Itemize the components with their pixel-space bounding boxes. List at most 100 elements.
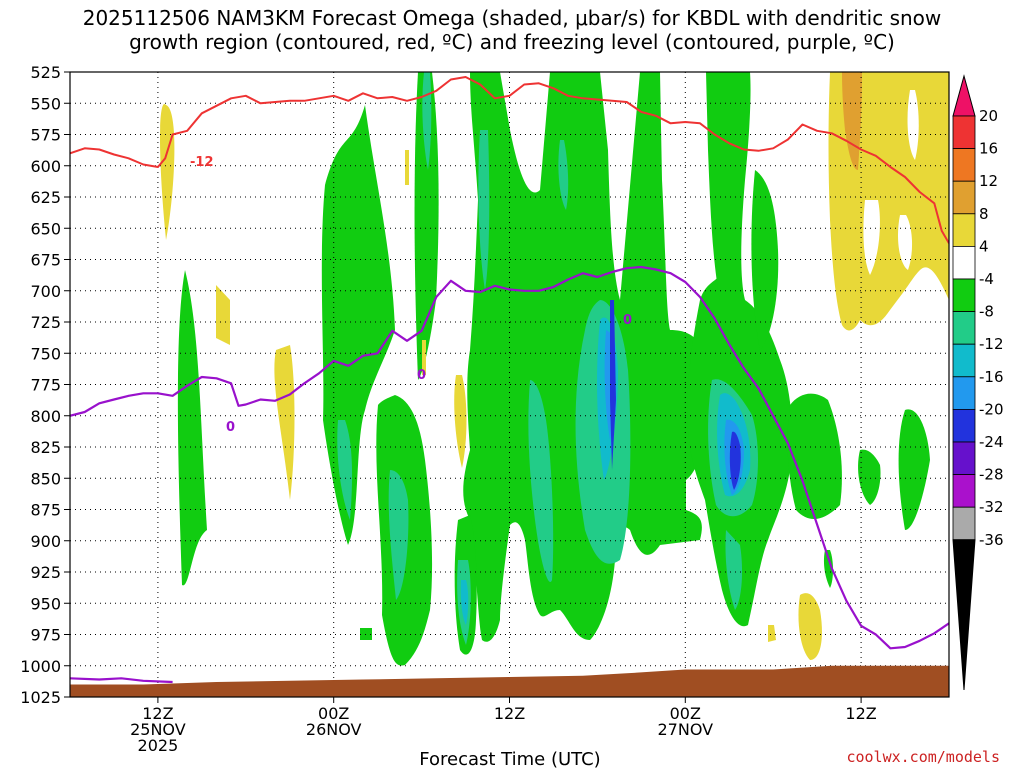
colorbar-swatch [952,311,976,345]
y-tick-label: 900 [30,532,61,551]
omega-region-seagreen [725,530,743,610]
colorbar-label: -20 [979,400,1004,418]
dgz-contour-label: -12 [190,155,214,170]
colorbar-label: -4 [979,270,994,288]
credit-text: coolwx.com/models [846,748,1000,766]
colorbar-label: 4 [979,237,989,255]
y-tick-label: 725 [30,313,61,332]
x-axis-title: Forecast Time (UTC) [419,749,600,768]
omega-region-darkblue [729,431,741,490]
y-tick-label: 750 [30,344,61,363]
freezing-level-line [70,265,949,650]
omega-region-seagreen [478,130,490,290]
freezing-contour-label: 0 [623,313,632,328]
x-tick-label: 12Z [845,704,876,723]
omega-region-cyan [460,580,469,625]
terrain [70,665,949,697]
colorbar-label: -24 [979,433,1004,451]
omega-region-orange [842,72,862,170]
omega-region-green [787,393,842,520]
omega-region-yellow [768,625,776,642]
omega-region-white [907,90,919,160]
freezing-level-line [70,677,173,684]
colorbar: 20 16 12 8 4 -4 -8 -12 -16 -20 -24 -28 -32 -36 [952,74,1004,691]
x-tick-label: 25NOV [130,720,186,739]
colorbar-top-arrow [952,74,976,117]
colorbar-label: 20 [979,107,998,125]
y-tick-label: 850 [30,469,61,488]
omega-region-yellow [405,150,409,185]
colorbar-label: -12 [979,335,1004,353]
y-tick-label: 675 [30,251,61,270]
colorbar-label: 12 [979,172,998,190]
y-tick-label: 1000 [20,657,61,676]
contours [70,76,949,684]
colorbar-swatch [952,441,976,475]
omega-region-darkblue [610,300,616,470]
colorbar-swatch [952,213,976,247]
y-tick-label: 550 [30,94,61,113]
y-tick-label: 700 [30,282,61,301]
colorbar-swatch [952,115,976,149]
terrain-fill [70,665,949,697]
omega-region-seagreen [388,470,409,600]
freezing-contour-label: 0 [417,368,426,383]
omega-region-white [863,200,880,275]
colorbar-swatch [952,180,976,215]
y-tick-label: 1025 [20,688,61,707]
omega-region-green [751,170,779,350]
freezing-contour-label: 0 [226,420,235,435]
chart-title-line2: growth region (contoured, red, ºC) and f… [129,30,895,54]
omega-region-green [706,72,751,300]
y-tick-label: 600 [30,157,61,176]
y-tick-label: 625 [30,188,61,207]
y-tick-label: 950 [30,594,61,613]
x-tick-label: 26NOV [306,720,362,739]
omega-region-seagreen [528,380,554,582]
colorbar-bottom-arrow [952,539,976,691]
y-tick-label: 650 [30,219,61,238]
colorbar-label: 8 [979,205,989,223]
omega-region-yellow [798,593,822,660]
omega-region-white [897,215,913,270]
omega-region-seagreen [558,140,569,210]
omega-region-seagreen [337,420,353,520]
colorbar-swatch [952,408,976,443]
y-axis: 525 550 575 600 625 650 675 700 725 750 775 800 825 8… [20,63,70,707]
colorbar-swatch [952,148,976,182]
colorbar-label: -28 [979,466,1004,484]
colorbar-swatch [952,506,976,541]
colorbar-label: -16 [979,368,1004,386]
x-tick-label: 27NOV [658,720,714,739]
colorbar-swatch [952,376,976,410]
plot-grid [70,72,949,697]
y-tick-label: 775 [30,376,61,395]
y-tick-label: 525 [30,63,61,82]
omega-shading [160,72,949,666]
dgz-contour-line [70,76,949,244]
colorbar-swatch [952,278,976,312]
omega-region-yellow [216,285,230,345]
y-tick-label: 925 [30,563,61,582]
y-tick-label: 875 [30,501,61,520]
chart-title-line1: 2025112506 NAM3KM Forecast Omega (shaded… [83,6,942,30]
colorbar-label: -8 [979,303,994,321]
colorbar-swatch [952,245,976,280]
omega-region-green [823,550,833,588]
omega-region-yellow [422,340,426,375]
colorbar-label: -36 [979,531,1004,549]
colorbar-swatch [952,343,976,378]
colorbar-label: -32 [979,498,1004,516]
omega-region-yellow [454,375,467,468]
x-tick-label: 12Z [494,704,525,723]
x-tick-label: 00Z [318,704,349,723]
omega-region-green [177,270,207,586]
omega-region-green [898,409,930,530]
x-tick-label: 12Z [142,704,173,723]
y-tick-label: 575 [30,126,61,145]
omega-region-yellow [274,345,295,500]
colorbar-label: 16 [979,140,998,158]
omega-region-green [858,449,881,505]
